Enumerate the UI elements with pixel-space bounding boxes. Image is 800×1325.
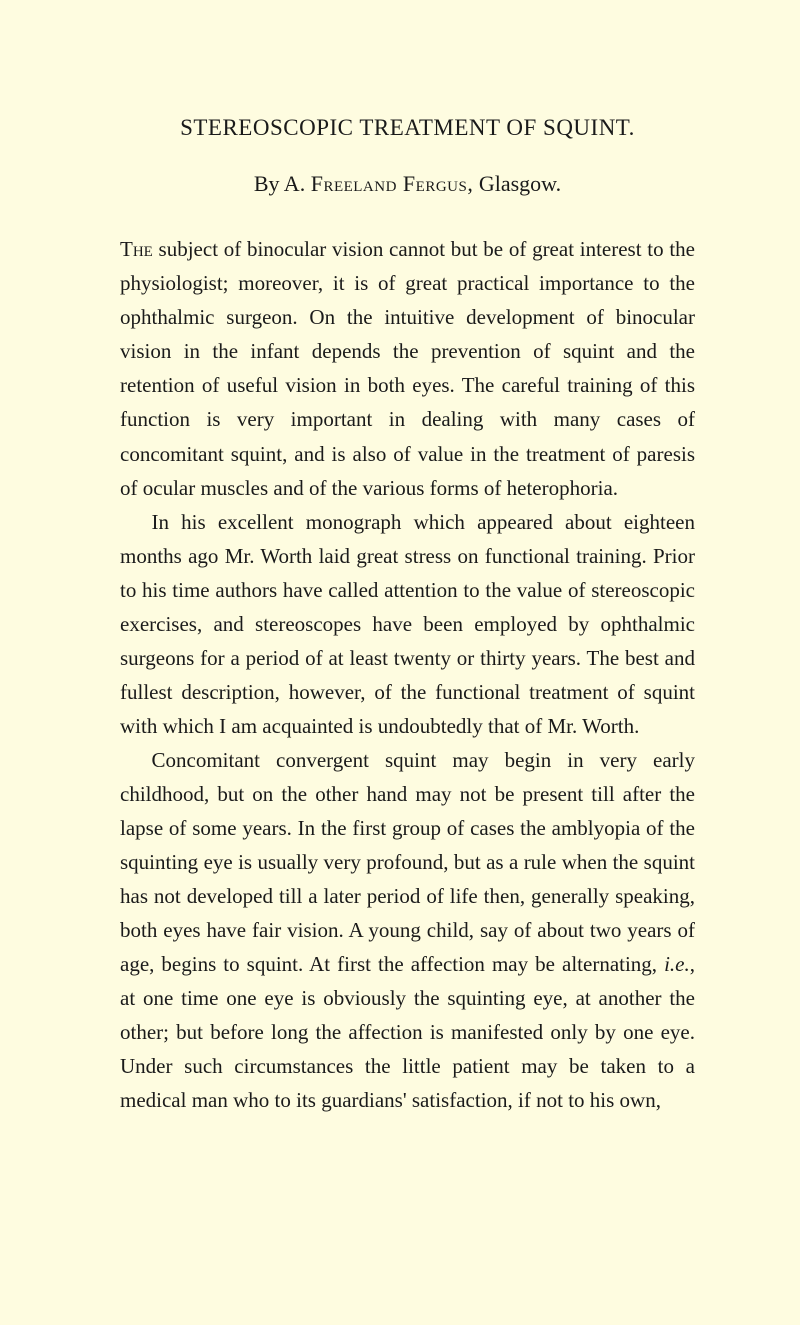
paragraph-1-lead: The bbox=[120, 237, 153, 261]
document-page: STEREOSCOPIC TREATMENT OF SQUINT. By A. … bbox=[0, 0, 800, 1325]
byline-author: Freeland Fergus, bbox=[311, 171, 474, 196]
body-text: The subject of binocular vision cannot b… bbox=[120, 232, 695, 1116]
byline-prefix: By A. bbox=[254, 171, 311, 196]
paragraph-1: The subject of binocular vision cannot b… bbox=[120, 232, 695, 504]
paragraph-3-a: Concomitant convergent squint may begin … bbox=[120, 748, 695, 976]
paragraph-1-rest: subject of binocular vision cannot but b… bbox=[120, 237, 695, 499]
paragraph-3: Concomitant convergent squint may begin … bbox=[120, 743, 695, 1117]
byline-suffix: Glasgow. bbox=[473, 171, 561, 196]
page-title: STEREOSCOPIC TREATMENT OF SQUINT. bbox=[120, 115, 695, 141]
paragraph-2: In his excellent monograph which appeare… bbox=[120, 505, 695, 743]
paragraph-3-ie: i.e. bbox=[664, 952, 690, 976]
byline: By A. Freeland Fergus, Glasgow. bbox=[120, 171, 695, 197]
